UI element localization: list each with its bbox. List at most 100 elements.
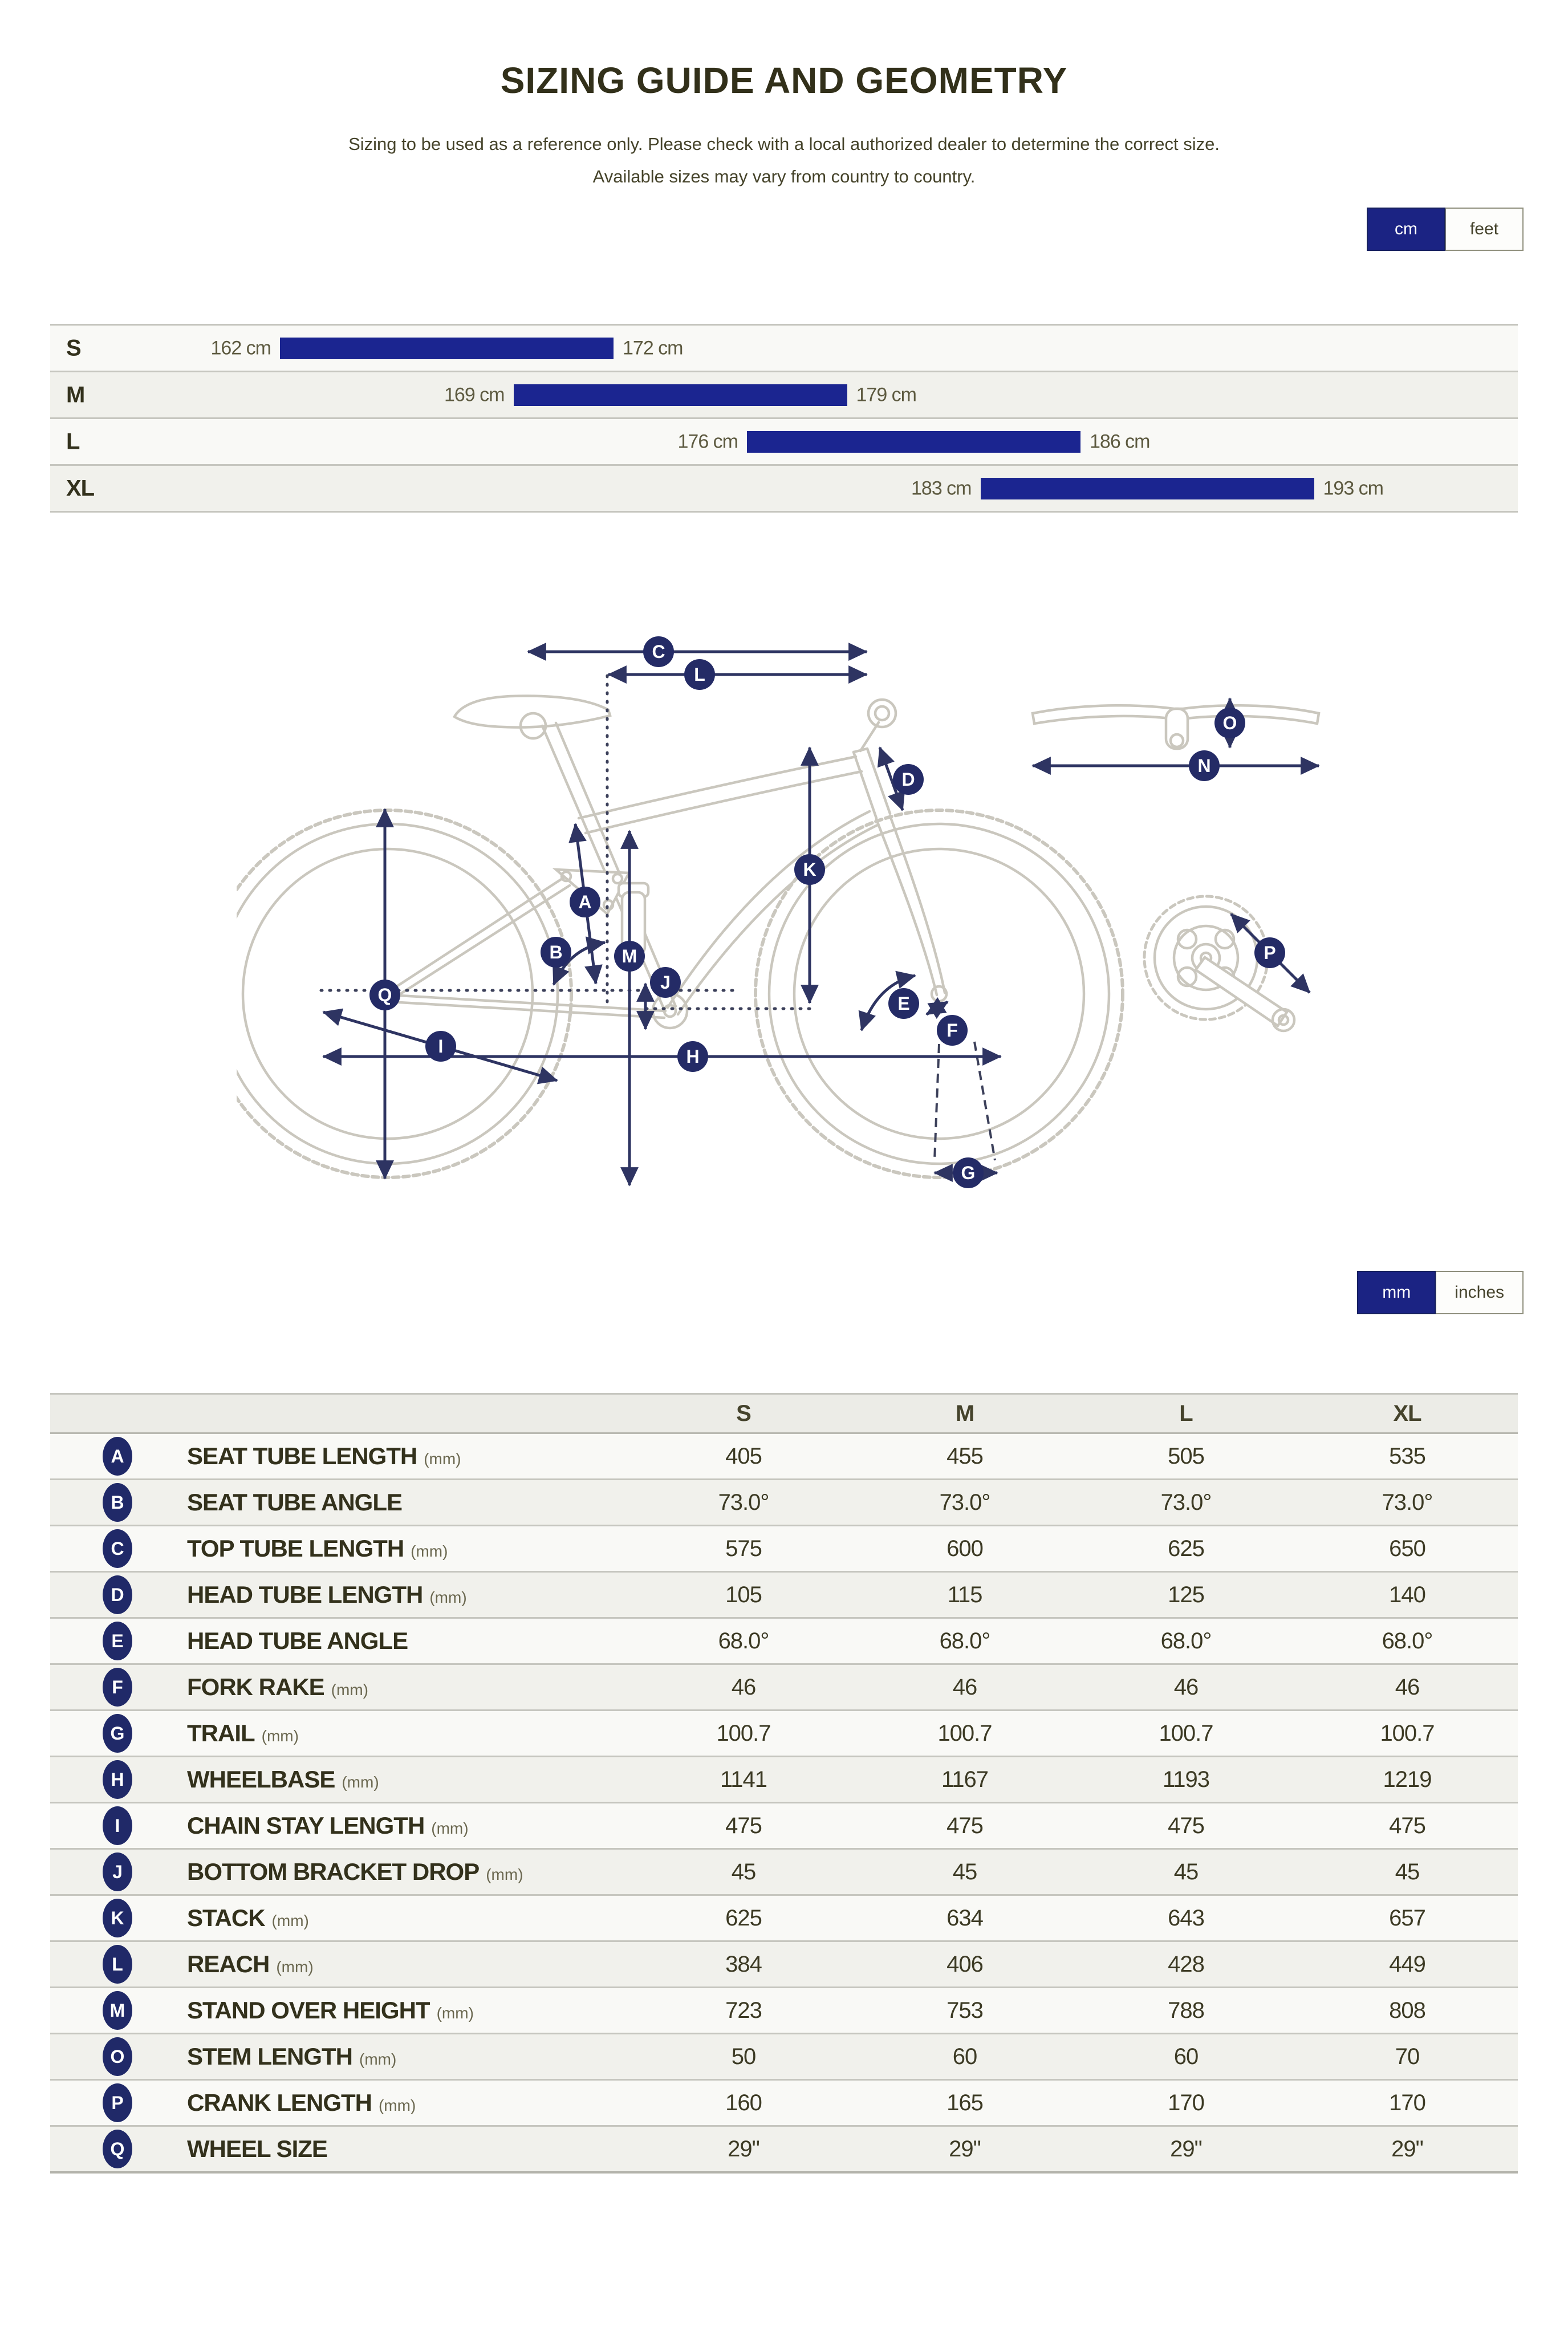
max-height-label-L: 186 cm: [1090, 430, 1150, 452]
row-label-A: SEAT TUBE LENGTH (mm): [187, 1443, 461, 1469]
row-unit-C: (mm): [411, 1542, 448, 1560]
height-unit-option-feet[interactable]: feet: [1445, 208, 1524, 251]
row-unit-H: (mm): [342, 1773, 379, 1791]
svg-text:C: C: [652, 641, 665, 662]
diagram-badge-O: O: [1214, 708, 1245, 738]
height-range-bar-L: [747, 430, 1080, 453]
diagram-badge-M: M: [614, 941, 645, 972]
value-O-M: 60: [952, 2044, 978, 2069]
height-unit-option-cm[interactable]: cm: [1367, 208, 1445, 251]
value-H-M: 1167: [941, 1766, 989, 1792]
geometry-row-C: C TOP TUBE LENGTH (mm) 575 600 625 650: [50, 1526, 1518, 1573]
row-badge-J: J: [103, 1852, 132, 1891]
geometry-table-header-spacer: [50, 1395, 633, 1432]
value-K-M: 634: [947, 1905, 984, 1931]
diagram-badge-A: A: [570, 887, 600, 917]
diagram-badge-P: P: [1254, 937, 1285, 968]
height-unit-toggle-row: cm feet: [0, 208, 1568, 251]
svg-text:K: K: [803, 859, 816, 880]
value-O-L: 60: [1173, 2044, 1199, 2069]
svg-text:M: M: [622, 946, 637, 966]
value-D-L: 125: [1168, 1582, 1205, 1607]
row-unit-P: (mm): [378, 2097, 416, 2114]
max-height-label-M: 179 cm: [856, 384, 917, 405]
bike-outline: [202, 694, 1321, 1179]
row-unit-J: (mm): [486, 1866, 523, 1883]
value-F-M: 46: [952, 1674, 978, 1700]
svg-text:A: A: [578, 892, 591, 912]
measurement-arrows: [322, 643, 1320, 1187]
size-letter-S: S: [66, 335, 82, 360]
row-unit-F: (mm): [331, 1681, 368, 1699]
svg-text:E: E: [897, 993, 909, 1014]
row-label-L: REACH (mm): [187, 1951, 314, 1977]
min-height-label-S: 162 cm: [210, 337, 271, 359]
geometry-row-label-cell-Q: Q WHEEL SIZE: [50, 2130, 633, 2168]
geometry-unit-toggle-row: mm inches: [0, 1271, 1568, 1314]
size-row-XL: XL 183 cm 193 cm: [50, 466, 1518, 511]
svg-text:H: H: [686, 1046, 699, 1067]
value-J-M: 45: [952, 1859, 978, 1884]
value-D-XL: 140: [1389, 1582, 1426, 1607]
row-label-Q: WHEEL SIZE: [187, 2135, 328, 2162]
geometry-column-header-XL: XL: [1393, 1401, 1421, 1426]
geometry-row-P: P CRANK LENGTH (mm) 160 165 170 170: [50, 2081, 1518, 2127]
row-unit-L: (mm): [276, 1958, 314, 1976]
page-title: SIZING GUIDE AND GEOMETRY: [500, 60, 1068, 101]
value-E-M: 68.0°: [939, 1628, 991, 1654]
value-J-XL: 45: [1395, 1859, 1420, 1884]
height-range-bar-S: [280, 337, 614, 359]
value-G-S: 100.7: [716, 1720, 771, 1746]
svg-text:D: D: [901, 769, 915, 790]
row-badge-H: H: [103, 1760, 132, 1799]
value-P-XL: 170: [1389, 2090, 1426, 2115]
geometry-row-label-cell-E: E HEAD TUBE ANGLE: [50, 1622, 633, 1660]
value-F-XL: 46: [1395, 1674, 1420, 1700]
size-row-L: L 176 cm 186 cm: [50, 419, 1518, 466]
row-badge-K: K: [103, 1899, 132, 1937]
value-K-XL: 657: [1389, 1905, 1426, 1931]
row-badge-F: F: [103, 1668, 132, 1707]
height-range-bar-XL: [980, 477, 1314, 499]
value-G-M: 100.7: [937, 1720, 992, 1746]
geometry-diagram: C L D K A B M J Q E I F H G O N P: [202, 630, 1331, 1212]
row-badge-G: G: [103, 1714, 132, 1753]
row-badge-B: B: [103, 1483, 132, 1522]
svg-text:G: G: [961, 1163, 976, 1183]
diagram-badge-Q: Q: [369, 980, 400, 1010]
min-height-label-XL: 183 cm: [911, 477, 972, 499]
value-I-L: 475: [1168, 1813, 1205, 1838]
reference-lines: [319, 674, 996, 1161]
size-row-S: S 162 cm 172 cm: [50, 326, 1518, 372]
geometry-unit-option-inches[interactable]: inches: [1436, 1271, 1524, 1314]
disclaimer-line-2: Available sizes may vary from country to…: [592, 166, 976, 186]
geometry-row-I: I CHAIN STAY LENGTH (mm) 475 475 475 475: [50, 1803, 1518, 1850]
geometry-row-label-cell-C: C TOP TUBE LENGTH (mm): [50, 1529, 633, 1568]
row-label-E: HEAD TUBE ANGLE: [187, 1627, 408, 1654]
size-letter-XL: XL: [66, 476, 95, 501]
value-I-XL: 475: [1389, 1813, 1426, 1838]
row-unit-A: (mm): [424, 1450, 461, 1468]
row-badge-Q: Q: [103, 2130, 132, 2168]
row-label-I: CHAIN STAY LENGTH (mm): [187, 1812, 469, 1839]
svg-text:Q: Q: [378, 985, 392, 1005]
rider-height-sizing-chart: S 162 cm 172 cm M 169 cm 179 cm L 176 cm 186 cm X…: [50, 324, 1518, 513]
geometry-unit-toggle: mm inches: [1357, 1271, 1524, 1314]
diagram-badge-D: D: [893, 764, 924, 795]
value-B-XL: 73.0°: [1382, 1489, 1433, 1515]
value-Q-XL: 29": [1391, 2136, 1424, 2162]
geometry-row-label-cell-B: B SEAT TUBE ANGLE: [50, 1483, 633, 1522]
svg-text:O: O: [1223, 713, 1237, 733]
geometry-row-L: L REACH (mm) 384 406 428 449: [50, 1942, 1518, 1988]
value-B-L: 73.0°: [1160, 1489, 1212, 1515]
value-P-S: 160: [725, 2090, 762, 2115]
geometry-row-label-cell-J: J BOTTOM BRACKET DROP (mm): [50, 1852, 633, 1891]
geometry-unit-option-mm[interactable]: mm: [1357, 1271, 1436, 1314]
geometry-row-label-cell-A: A SEAT TUBE LENGTH (mm): [50, 1437, 633, 1476]
svg-text:J: J: [660, 972, 671, 993]
geometry-row-label-cell-P: P CRANK LENGTH (mm): [50, 2083, 633, 2122]
diagram-badge-J: J: [650, 967, 681, 998]
value-H-L: 1193: [1162, 1766, 1210, 1792]
geometry-row-label-cell-O: O STEM LENGTH (mm): [50, 2037, 633, 2076]
diagram-badge-K: K: [794, 854, 825, 885]
